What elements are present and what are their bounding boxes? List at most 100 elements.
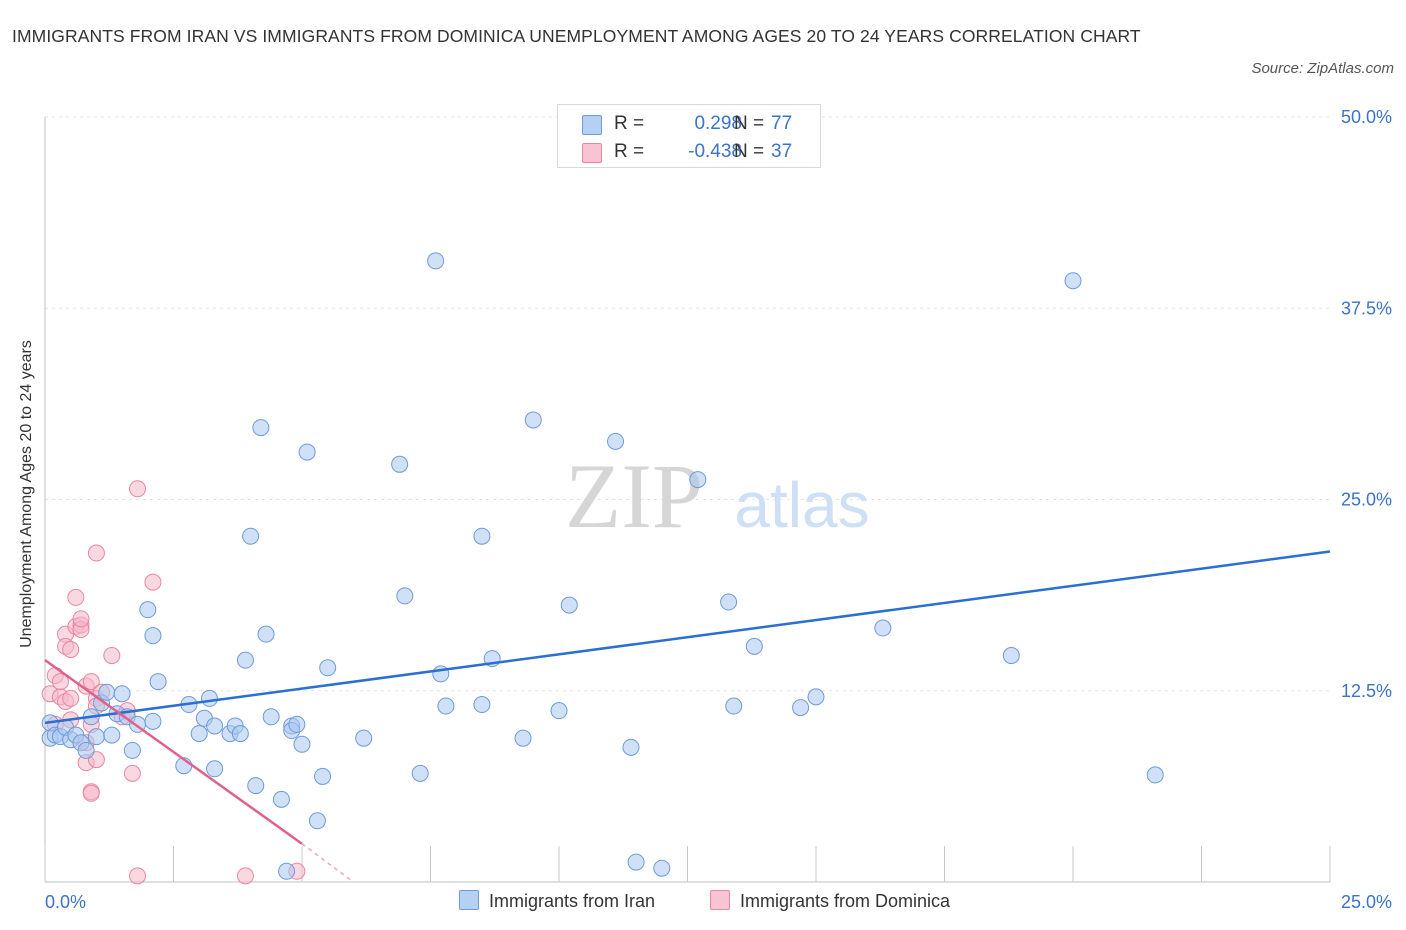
- legend-r-label: R =: [614, 141, 645, 162]
- iran-point-62: [560, 596, 578, 614]
- dominica-trend-line: [44, 659, 303, 845]
- iran-point-15: [113, 685, 131, 703]
- iran-point-67: [689, 471, 707, 489]
- dominica-point-34: [144, 573, 162, 591]
- iran-point-34: [242, 527, 260, 545]
- iran-point-57: [473, 696, 491, 714]
- x-tick-label-min: 0.0%: [45, 892, 86, 912]
- iran-point-61: [550, 702, 568, 720]
- iran-point-52: [411, 764, 429, 782]
- iran-point-50: [391, 455, 409, 473]
- y-tick-label-2: 37.5%: [1341, 298, 1392, 318]
- iran-point-70: [745, 637, 763, 655]
- iran-point-66: [653, 859, 671, 877]
- iran-point-60: [524, 411, 542, 429]
- chart-title: IMMIGRANTS FROM IRAN VS IMMIGRANTS FROM …: [12, 26, 1141, 46]
- trend-lines: [44, 550, 1331, 883]
- legend-n-label: N =: [734, 113, 765, 134]
- iran-point-65: [627, 853, 645, 871]
- watermark: ZIP atlas: [565, 445, 870, 547]
- iran-point-38: [262, 708, 280, 726]
- iran-point-58: [473, 527, 491, 545]
- dominica-trend-extension: [301, 843, 354, 883]
- bottom-legend-label-iran: Immigrants from Iran: [489, 891, 656, 911]
- dominica-point-22: [82, 784, 100, 802]
- bottom-legend-iran: Immigrants from Iran: [459, 888, 655, 914]
- dominica-point-28: [103, 647, 121, 665]
- watermark-atlas: atlas: [734, 469, 869, 541]
- legend-n-label: N =: [734, 141, 765, 162]
- iran-trend-line: [44, 550, 1331, 725]
- iran-point-27: [200, 689, 218, 707]
- iran-point-76: [1146, 766, 1164, 784]
- iran-point-40: [278, 862, 296, 880]
- legend-swatch-iran: [582, 115, 602, 135]
- dominica-point-4: [51, 673, 69, 691]
- legend-r-value-iran: 0.298: [694, 113, 742, 134]
- iran-point-19: [144, 712, 162, 730]
- legend-n-value-dominica: 37: [771, 141, 793, 162]
- iran-point-48: [319, 659, 337, 677]
- iran-point-28: [206, 717, 224, 735]
- iran-point-69: [725, 697, 743, 715]
- iran-point-32: [231, 725, 249, 743]
- gridlines: [45, 116, 1330, 692]
- bottom-legend-swatch-dominica: [710, 890, 730, 910]
- iran-point-75: [1064, 272, 1082, 290]
- iran-point-51: [396, 587, 414, 605]
- dominica-point-12: [67, 588, 85, 606]
- iran-point-44: [293, 735, 311, 753]
- series-iran-points: [41, 252, 1164, 880]
- y-tick-label-0: 12.5%: [1341, 681, 1392, 701]
- dominica-point-8: [62, 689, 80, 707]
- axes: [44, 117, 1331, 883]
- legend-swatch-dominica: [582, 143, 602, 163]
- iran-point-20: [139, 601, 157, 619]
- iran-point-72: [807, 688, 825, 706]
- iran-point-59: [514, 729, 532, 747]
- iran-point-10: [87, 728, 105, 746]
- series-dominica-points: [41, 480, 306, 885]
- iran-point-29: [206, 760, 224, 778]
- y-tick-label-3: 50.0%: [1341, 107, 1392, 127]
- iran-point-17: [123, 741, 141, 759]
- iran-point-68: [720, 593, 738, 611]
- iran-point-47: [308, 812, 326, 830]
- iran-point-63: [607, 432, 625, 450]
- iran-point-53: [427, 252, 445, 270]
- legend-r-label: R =: [614, 113, 645, 134]
- iran-point-74: [1002, 647, 1020, 665]
- dominica-point-31: [123, 764, 141, 782]
- watermark-zip: ZIP: [565, 445, 703, 547]
- dominica-point-9: [62, 640, 80, 658]
- bottom-legend-label-dominica: Immigrants from Dominica: [740, 891, 951, 911]
- source-label: Source: ZipAtlas.com: [1251, 60, 1394, 77]
- iran-point-39: [272, 790, 290, 808]
- iran-point-8: [77, 741, 95, 759]
- correlation-legend: R = 0.298 N = 77 R = -0.438 N = 37: [557, 104, 821, 168]
- legend-n-value-iran: 77: [771, 113, 793, 134]
- iran-point-45: [298, 443, 316, 461]
- iran-point-64: [622, 738, 640, 756]
- dominica-point-25: [87, 544, 105, 562]
- dominica-point-33: [129, 867, 147, 885]
- iran-point-13: [103, 726, 121, 744]
- x-tick-label-max: 25.0%: [1341, 892, 1392, 912]
- iran-point-35: [247, 777, 265, 795]
- bottom-legend-swatch-iran: [459, 890, 479, 910]
- iran-point-36: [252, 419, 270, 437]
- iran-point-71: [792, 699, 810, 717]
- dominica-point-32: [129, 480, 147, 498]
- dominica-point-20: [82, 673, 100, 691]
- bottom-legend-dominica: Immigrants from Dominica: [710, 888, 950, 914]
- dominica-point-35: [236, 867, 254, 885]
- iran-point-37: [257, 625, 275, 643]
- tick-labels: 12.5% 25.0% 37.5% 50.0% 0.0% 25.0%: [45, 107, 1392, 912]
- iran-point-49: [355, 729, 373, 747]
- dominica-point-15: [72, 610, 90, 628]
- iran-point-21: [144, 627, 162, 645]
- legend-r-value-dominica: -0.438: [688, 141, 742, 162]
- iran-point-25: [190, 725, 208, 743]
- iran-point-73: [874, 619, 892, 637]
